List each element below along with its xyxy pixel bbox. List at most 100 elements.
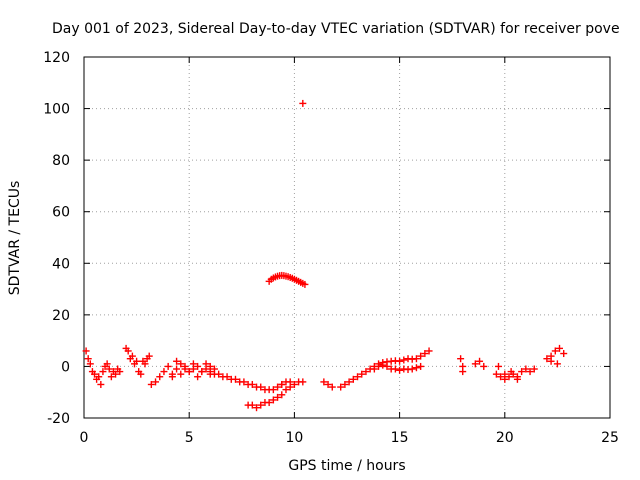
data-point <box>507 368 515 376</box>
data-point <box>231 375 239 383</box>
data-point <box>82 347 90 355</box>
data-point <box>206 368 214 376</box>
data-point <box>543 355 551 363</box>
data-point <box>556 344 564 352</box>
data-point <box>91 370 99 378</box>
data-point <box>383 362 391 370</box>
data-point <box>86 360 94 368</box>
data-point <box>99 368 107 376</box>
data-point <box>354 373 362 381</box>
y-tick-label: 40 <box>52 256 70 272</box>
data-point <box>459 368 467 376</box>
data-point <box>282 386 290 394</box>
data-point <box>425 347 433 355</box>
x-axis-label: GPS time / hours <box>288 458 405 474</box>
y-tick-label: -20 <box>47 411 70 427</box>
data-point <box>547 357 555 365</box>
data-point <box>497 373 505 381</box>
data-point <box>177 370 185 378</box>
data-point <box>274 383 282 391</box>
data-point <box>95 373 103 381</box>
data-point <box>194 373 202 381</box>
data-point <box>286 378 294 386</box>
data-point <box>116 368 124 376</box>
data-point <box>278 380 286 388</box>
data-point <box>408 365 416 373</box>
data-point <box>551 347 559 355</box>
data-point <box>185 368 193 376</box>
data-point <box>476 357 484 365</box>
data-point <box>181 365 189 373</box>
data-point <box>194 362 202 370</box>
data-point <box>513 373 521 381</box>
x-tick-label: 10 <box>285 430 303 446</box>
data-point <box>518 368 526 376</box>
data-point <box>417 362 425 370</box>
data-point <box>152 378 160 386</box>
data-point <box>299 99 307 107</box>
data-point <box>526 368 534 376</box>
data-point <box>553 360 561 368</box>
data-point <box>471 360 479 368</box>
data-point <box>257 383 265 391</box>
data-point <box>160 368 168 376</box>
data-point <box>421 350 429 358</box>
x-tick-label: 20 <box>496 430 514 446</box>
data-point <box>560 350 568 358</box>
data-point <box>173 357 181 365</box>
data-point <box>400 356 408 364</box>
data-point <box>248 380 256 388</box>
data-point <box>112 370 120 378</box>
data-point <box>379 361 387 369</box>
data-point <box>202 360 210 368</box>
data-point <box>173 365 181 373</box>
data-point <box>391 365 399 373</box>
data-point <box>278 391 286 399</box>
data-point <box>396 366 404 374</box>
data-point <box>147 380 155 388</box>
x-tick-label: 25 <box>601 430 619 446</box>
axis-ticks <box>83 56 611 419</box>
data-point <box>274 393 282 401</box>
data-point <box>358 370 366 378</box>
data-point <box>189 360 197 368</box>
data-point <box>198 368 206 376</box>
data-point <box>145 352 153 360</box>
data-point <box>505 373 513 381</box>
data-point <box>265 399 273 407</box>
x-tick-label: 0 <box>80 430 89 446</box>
y-tick-label: 100 <box>43 102 70 118</box>
y-tick-label: 0 <box>61 359 70 375</box>
data-point <box>345 378 353 386</box>
y-tick-label: 80 <box>52 153 70 169</box>
data-point <box>269 386 277 394</box>
data-point <box>492 370 500 378</box>
data-point <box>105 365 113 373</box>
data-point <box>156 373 164 381</box>
plot-frame <box>83 56 611 419</box>
data-point <box>248 401 256 409</box>
y-tick-labels: -20 0 20 40 60 80 100 120 <box>43 50 70 427</box>
data-point <box>223 373 231 381</box>
y-axis-label: SDTVAR / TECUs <box>7 181 23 296</box>
data-point <box>253 404 261 412</box>
data-point <box>370 365 378 373</box>
data-point <box>128 352 136 360</box>
data-point <box>530 365 538 373</box>
grid <box>84 57 610 418</box>
data-point <box>412 355 420 363</box>
data-point <box>494 362 502 370</box>
data-point <box>257 401 265 409</box>
data-point <box>269 396 277 404</box>
data-point <box>215 370 223 378</box>
data-point <box>124 347 132 355</box>
data-point <box>341 380 349 388</box>
data-point <box>375 362 383 370</box>
data-point <box>480 362 488 370</box>
data-point <box>324 380 332 388</box>
y-tick-label: 120 <box>43 50 70 66</box>
data-point <box>501 370 509 378</box>
data-point <box>301 280 309 288</box>
